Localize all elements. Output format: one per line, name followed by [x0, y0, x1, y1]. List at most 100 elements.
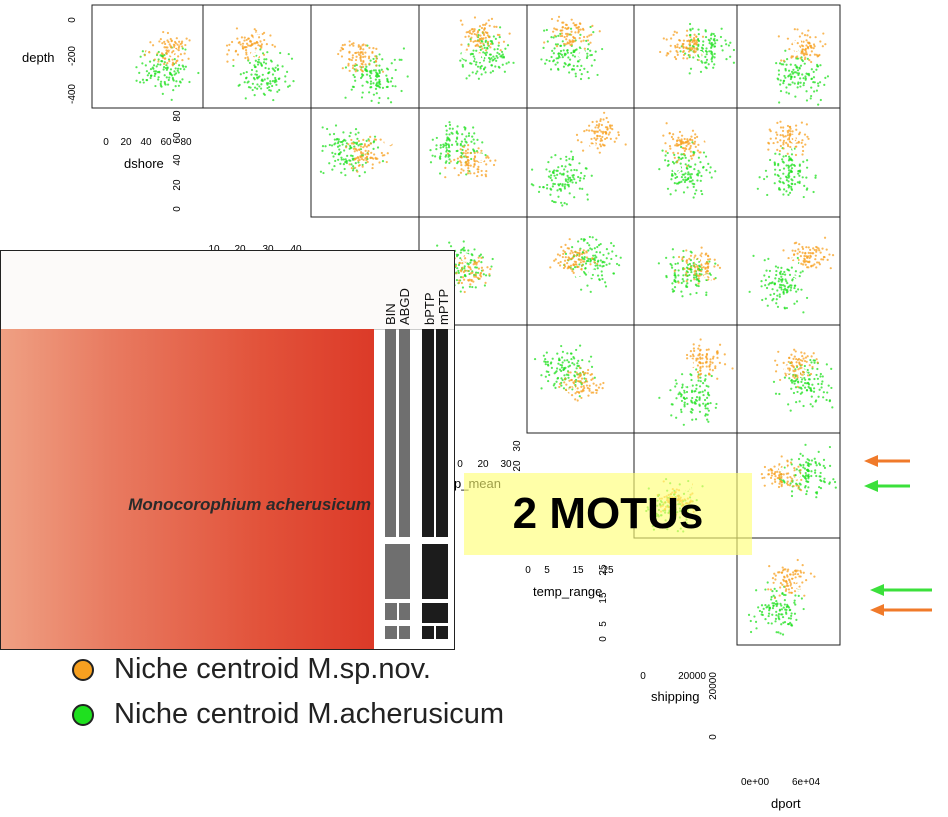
data-point	[579, 380, 582, 383]
data-point	[780, 604, 783, 607]
data-point	[164, 42, 167, 46]
data-point	[764, 297, 767, 300]
data-point	[800, 141, 803, 144]
data-point	[576, 64, 579, 68]
data-point	[266, 77, 269, 80]
data-point	[695, 189, 698, 192]
matrix-panel	[310, 107, 420, 218]
data-point	[465, 141, 468, 144]
data-point	[254, 59, 257, 62]
data-point	[815, 89, 818, 92]
data-point	[166, 83, 170, 86]
centroid-marker	[789, 134, 799, 144]
centroid-marker	[791, 578, 801, 588]
data-point	[594, 254, 597, 257]
data-point	[679, 140, 682, 143]
data-point	[834, 486, 837, 489]
data-point	[563, 168, 566, 171]
data-point	[815, 248, 818, 252]
data-point	[350, 43, 353, 46]
data-point	[789, 73, 792, 76]
data-point	[770, 595, 773, 599]
data-point	[467, 144, 470, 147]
data-point	[364, 63, 367, 66]
data-point	[570, 249, 573, 252]
data-point	[795, 484, 798, 487]
data-point	[795, 66, 798, 69]
data-point	[667, 52, 670, 55]
data-point	[487, 56, 491, 60]
data-point	[773, 292, 776, 295]
data-point	[586, 70, 589, 74]
data-point	[787, 360, 790, 364]
data-point	[601, 132, 605, 135]
data-point	[348, 50, 351, 53]
data-point	[767, 604, 770, 607]
data-point	[689, 35, 692, 39]
trange-xtick: 25	[602, 565, 614, 576]
data-point	[269, 80, 272, 83]
data-point	[811, 365, 814, 369]
data-point	[802, 311, 805, 314]
data-point	[560, 32, 564, 35]
data-point	[331, 151, 334, 154]
data-point	[351, 54, 354, 57]
data-point	[704, 55, 707, 58]
data-point	[823, 236, 827, 239]
data-point	[476, 276, 479, 280]
data-point	[540, 387, 543, 390]
data-point	[573, 168, 576, 172]
data-point	[166, 39, 169, 42]
data-point	[344, 158, 347, 161]
data-point	[776, 148, 779, 151]
data-point	[588, 389, 591, 392]
data-point	[687, 140, 690, 143]
data-point	[354, 58, 358, 62]
data-point	[764, 169, 768, 172]
data-point	[693, 270, 696, 273]
data-point	[463, 274, 466, 277]
data-point	[554, 258, 557, 261]
data-point	[373, 61, 376, 64]
data-point	[386, 152, 389, 155]
panel-frame	[526, 107, 635, 218]
data-point	[332, 155, 335, 158]
data-point	[798, 250, 801, 253]
data-point	[762, 607, 765, 610]
data-point	[572, 268, 575, 271]
data-point	[804, 78, 807, 81]
data-point	[705, 58, 709, 61]
data-point	[686, 39, 689, 43]
data-point	[584, 262, 588, 265]
data-point	[689, 268, 692, 271]
data-point	[696, 364, 700, 367]
data-point	[782, 249, 785, 252]
data-point	[449, 160, 452, 163]
data-point	[691, 401, 694, 404]
data-point	[160, 80, 163, 83]
data-point	[270, 60, 273, 63]
data-point	[477, 77, 480, 80]
data-point	[171, 63, 174, 66]
data-point	[810, 86, 813, 89]
data-point	[815, 399, 818, 402]
data-point	[700, 174, 703, 178]
data-point	[573, 24, 576, 27]
data-point	[544, 363, 547, 366]
data-point	[783, 576, 786, 579]
data-point	[357, 157, 360, 160]
data-point	[593, 137, 596, 140]
data-point	[658, 396, 661, 399]
centroid-marker	[789, 257, 799, 267]
data-point	[376, 81, 379, 84]
data-point	[592, 391, 595, 394]
data-point	[803, 184, 806, 187]
data-point	[235, 27, 239, 30]
data-point	[683, 403, 686, 406]
data-point	[576, 26, 579, 29]
data-point	[475, 263, 478, 266]
data-point	[183, 68, 186, 71]
data-point	[801, 378, 804, 381]
data-point	[480, 64, 483, 68]
data-point	[487, 156, 490, 159]
